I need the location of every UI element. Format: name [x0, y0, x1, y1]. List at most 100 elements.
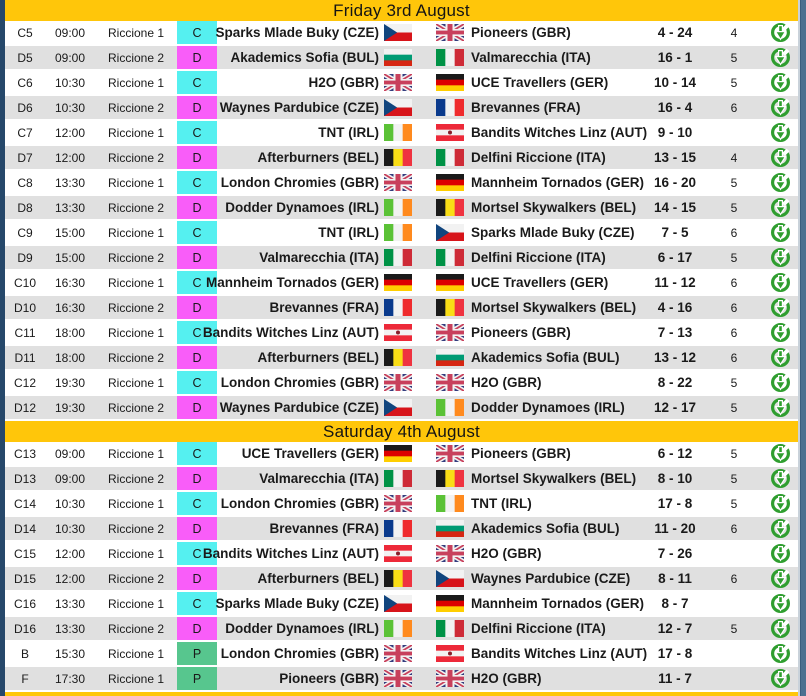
- home-team-name: Pioneers (GBR): [279, 671, 379, 686]
- download-icon[interactable]: [771, 494, 790, 513]
- download-icon[interactable]: [771, 469, 790, 488]
- division-badge: D: [177, 396, 217, 419]
- match-score: 17 - 8: [657, 496, 693, 511]
- match-score: 9 - 10: [657, 125, 693, 140]
- games-count: 6: [730, 225, 738, 240]
- download-icon[interactable]: [771, 48, 790, 67]
- download-icon[interactable]: [771, 273, 790, 292]
- match-time: 19:30: [54, 400, 86, 415]
- download-icon[interactable]: [771, 669, 790, 688]
- scrollbar[interactable]: [800, 0, 806, 696]
- download-icon[interactable]: [771, 298, 790, 317]
- download-icon[interactable]: [771, 398, 790, 417]
- flag-gbr-icon: [379, 371, 417, 394]
- match-code: F: [21, 671, 29, 686]
- match-code: D5: [17, 50, 33, 65]
- download-icon[interactable]: [771, 348, 790, 367]
- flag-fra-icon: [379, 296, 417, 319]
- games-count: 6: [730, 300, 738, 315]
- download-icon[interactable]: [771, 198, 790, 217]
- venue-label: Riccione 2: [107, 571, 165, 586]
- games-count: 5: [730, 400, 738, 415]
- download-icon[interactable]: [771, 594, 790, 613]
- match-row: C6 10:30 Riccione 1 C H2O (GBR) UCE Travelle…: [5, 71, 798, 96]
- flag-cze-icon: [379, 396, 417, 419]
- flag-gbr-icon: [379, 642, 417, 665]
- download-cell: [763, 21, 798, 44]
- flag-bel-icon: [379, 567, 417, 590]
- download-icon[interactable]: [771, 569, 790, 588]
- away-team-name: Mortsel Skywalkers (BEL): [471, 471, 637, 486]
- flag-ger-icon: [379, 271, 417, 294]
- match-row: C14 10:30 Riccione 1 C London Chromies (GBR)…: [5, 492, 798, 517]
- match-row: D12 19:30 Riccione 2 D Waynes Pardubice (CZE…: [5, 396, 798, 421]
- venue-label: Riccione 2: [107, 250, 165, 265]
- flag-bel-icon: [436, 467, 464, 490]
- flag-gbr-icon: [379, 171, 417, 194]
- download-icon[interactable]: [771, 123, 790, 142]
- home-team-name: Bandits Witches Linz (AUT): [202, 325, 379, 340]
- download-icon[interactable]: [771, 73, 790, 92]
- home-team-name: Akademics Sofia (BUL): [230, 50, 379, 65]
- download-cell: [763, 46, 798, 69]
- download-cell: [763, 296, 798, 319]
- download-icon[interactable]: [771, 323, 790, 342]
- match-code: D14: [13, 521, 36, 536]
- download-icon[interactable]: [771, 644, 790, 663]
- flag-gap: [417, 296, 436, 319]
- flag-gap: [417, 442, 436, 465]
- download-icon[interactable]: [771, 173, 790, 192]
- download-icon[interactable]: [771, 98, 790, 117]
- download-icon[interactable]: [771, 544, 790, 563]
- day-header: Saturday 4th August: [5, 421, 798, 442]
- download-cell: [763, 442, 798, 465]
- match-code: D10: [13, 300, 36, 315]
- division-badge: C: [177, 592, 217, 615]
- flag-gap: [417, 96, 436, 119]
- away-team-name: Valmarecchia (ITA): [471, 50, 591, 65]
- home-team-name: Valmarecchia (ITA): [259, 471, 379, 486]
- match-code: D9: [17, 250, 33, 265]
- match-code: D11: [14, 350, 36, 365]
- flag-ger-icon: [436, 592, 464, 615]
- flag-gap: [417, 617, 436, 640]
- download-icon[interactable]: [771, 148, 790, 167]
- home-team-name: Waynes Pardubice (CZE): [219, 400, 379, 415]
- flag-irl-icon: [436, 492, 464, 515]
- download-icon[interactable]: [771, 23, 790, 42]
- division-badge: C: [177, 171, 217, 194]
- division-badge: D: [177, 617, 217, 640]
- home-team-name: H2O (GBR): [308, 75, 380, 90]
- match-code: D8: [17, 200, 33, 215]
- division-badge: D: [177, 46, 217, 69]
- match-row: F 17:30 Riccione 1 P Pioneers (GBR) H2O (GBR…: [5, 667, 798, 692]
- match-score: 14 - 15: [653, 200, 697, 215]
- division-badge: C: [177, 492, 217, 515]
- flag-irl-icon: [379, 196, 417, 219]
- match-row: D8 13:30 Riccione 2 D Dodder Dynamoes (IRL) M…: [5, 196, 798, 221]
- venue-label: Riccione 1: [107, 275, 165, 290]
- away-team-name: Mannheim Tornados (GER): [471, 596, 645, 611]
- home-team-name: TNT (IRL): [318, 125, 379, 140]
- download-icon[interactable]: [771, 373, 790, 392]
- home-team-name: Bandits Witches Linz (AUT): [202, 546, 379, 561]
- download-icon[interactable]: [771, 248, 790, 267]
- flag-ita-icon: [436, 146, 464, 169]
- download-icon[interactable]: [771, 519, 790, 538]
- flag-gap: [417, 396, 436, 419]
- match-score: 16 - 4: [657, 100, 693, 115]
- flag-aut-icon: [436, 121, 464, 144]
- match-row: C9 15:00 Riccione 1 C TNT (IRL) Sparks Mlade …: [5, 221, 798, 246]
- away-team-name: Pioneers (GBR): [471, 325, 571, 340]
- games-count: 5: [730, 446, 738, 461]
- match-code: C16: [13, 596, 36, 611]
- download-icon[interactable]: [771, 619, 790, 638]
- home-team-name: Sparks Mlade Buky (CZE): [215, 25, 379, 40]
- download-icon[interactable]: [771, 444, 790, 463]
- venue-label: Riccione 2: [107, 400, 165, 415]
- match-row: D7 12:00 Riccione 2 D Afterburners (BEL) Delf…: [5, 146, 798, 171]
- match-time: 10:30: [54, 75, 86, 90]
- flag-gap: [417, 642, 436, 665]
- download-icon[interactable]: [771, 223, 790, 242]
- games-count: 6: [730, 100, 738, 115]
